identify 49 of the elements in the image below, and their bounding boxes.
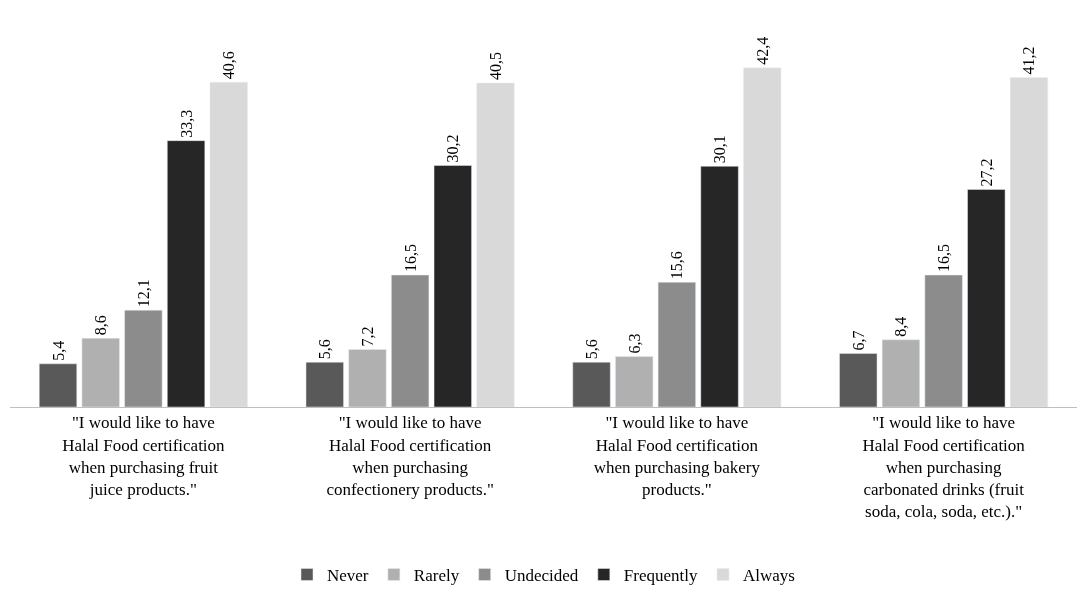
data-label: 27,2 xyxy=(977,158,995,187)
bar xyxy=(476,82,515,407)
bar xyxy=(657,281,696,407)
bar xyxy=(1009,77,1049,407)
legend-label: Always xyxy=(742,566,795,586)
data-label: 30,2 xyxy=(444,134,462,163)
data-label: 33,3 xyxy=(177,109,195,138)
data-label: 5,6 xyxy=(316,339,334,360)
data-label: 8,6 xyxy=(92,315,110,336)
data-label: 40,5 xyxy=(486,52,504,81)
legend-label: Rarely xyxy=(413,566,460,586)
bar xyxy=(967,189,1006,407)
data-label: 12,1 xyxy=(134,279,152,308)
bar xyxy=(209,82,248,407)
x-tick-label: "I would like to have Halal Food certification when purchasing carbonated drinks (fruit soda, cola, soda, etc.)." xyxy=(862,413,1026,521)
bar xyxy=(881,339,920,407)
data-label: 6,7 xyxy=(849,330,867,351)
bar xyxy=(391,274,430,407)
data-label: 15,6 xyxy=(668,251,686,280)
bar xyxy=(924,274,963,407)
data-label: 6,3 xyxy=(625,333,643,354)
data-label: 16,5 xyxy=(401,244,419,273)
legend-label: Undecided xyxy=(504,566,579,586)
bar xyxy=(348,349,387,407)
bar xyxy=(433,165,472,407)
bar xyxy=(38,363,78,407)
bar xyxy=(572,361,611,407)
bar xyxy=(305,361,344,407)
data-label: 40,6 xyxy=(220,51,238,80)
x-tick-label: "I would like to have Halal Food certification when purchasing bakery products." xyxy=(593,413,761,499)
bar xyxy=(839,353,878,407)
data-label: 42,4 xyxy=(753,36,771,65)
data-label: 41,2 xyxy=(1020,46,1038,75)
data-label: 5,4 xyxy=(49,340,67,361)
bar xyxy=(81,337,120,407)
bar xyxy=(743,67,782,407)
data-label: 16,5 xyxy=(935,244,953,273)
data-label: 5,6 xyxy=(583,339,601,360)
data-label: 8,4 xyxy=(892,316,910,337)
data-label: 30,1 xyxy=(711,135,729,164)
bar xyxy=(700,165,739,407)
bar xyxy=(124,309,163,407)
legend-label: Never xyxy=(327,566,369,586)
legend-label: Frequently xyxy=(623,566,698,586)
x-tick-label: "I would like to have Halal Food certification when purchasing confectionery products." xyxy=(326,413,494,499)
x-tick-label: "I would like to have Halal Food certification when purchasing fruit juice products." xyxy=(62,413,226,499)
bar xyxy=(167,140,206,407)
bar xyxy=(615,356,654,407)
data-label: 7,2 xyxy=(358,326,376,347)
